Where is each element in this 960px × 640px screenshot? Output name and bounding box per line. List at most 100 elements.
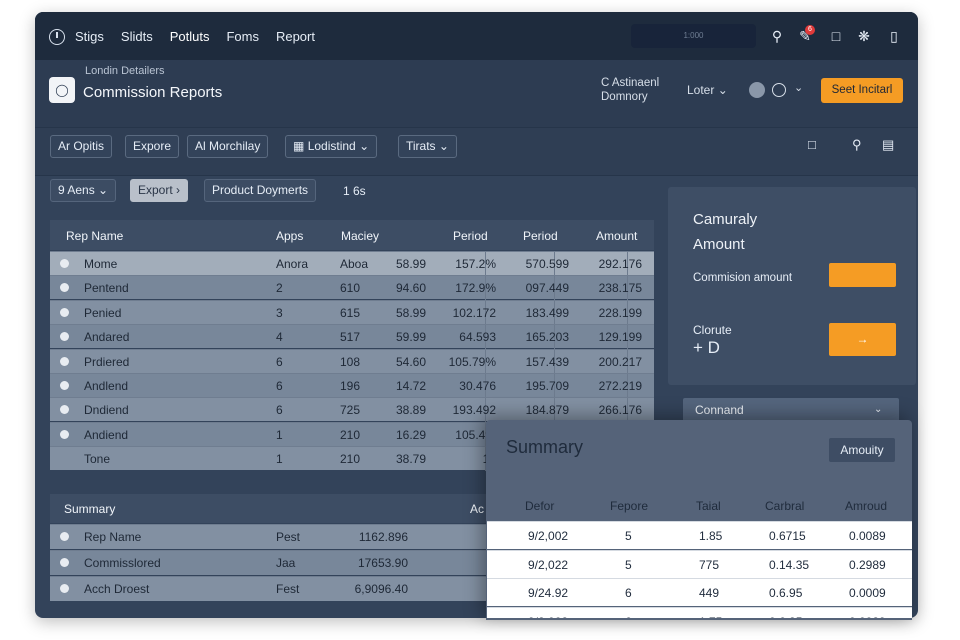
row-select-radio[interactable] bbox=[60, 283, 69, 293]
summary-row-value: 17653.90 bbox=[357, 556, 408, 570]
nav-item-stigs[interactable]: Stigs bbox=[75, 28, 104, 44]
cell-c2: 210 bbox=[340, 452, 361, 467]
row-select-radio[interactable] bbox=[60, 381, 69, 390]
result-count: 1 6s bbox=[343, 184, 366, 198]
clipboard-icon[interactable]: ▤ bbox=[882, 137, 895, 152]
overlay-table-row[interactable]: 9/24.92 6 449 0.6.95 0.0009 bbox=[487, 578, 912, 606]
summary-row[interactable]: Commisslored Jaa 17653.90 bbox=[50, 550, 486, 575]
summary-row[interactable]: Acch Droest Fest 6,9096.40 bbox=[50, 576, 486, 601]
assignee-label[interactable]: C Astinaenl Domnory bbox=[601, 76, 676, 104]
overlay-col-2[interactable]: Fepore bbox=[610, 499, 649, 513]
row-select-radio[interactable] bbox=[60, 307, 69, 317]
commission-amount-field[interactable] bbox=[829, 263, 896, 287]
grid-header: Rep Name Apps Maciey Period Period Amoun… bbox=[50, 220, 654, 250]
overlay-amount-button[interactable]: Amouity bbox=[829, 438, 895, 462]
row-select-radio[interactable] bbox=[60, 405, 69, 415]
radio-ring-icon[interactable] bbox=[772, 83, 786, 97]
table-row[interactable]: Pentend 2 610 94.60 172.9% 097.449 238.175 bbox=[50, 275, 654, 301]
row-select-radio[interactable] bbox=[60, 332, 69, 342]
table-row[interactable]: Dndiend 6 725 38.89 193.492 184.879 266.176 bbox=[50, 397, 654, 423]
card-title-line-2: Amount bbox=[693, 236, 745, 253]
comment-icon[interactable]: □ bbox=[808, 137, 816, 152]
top-search-input[interactable]: 1:000 bbox=[631, 24, 756, 48]
monthly-button[interactable]: Al Morchilay bbox=[187, 135, 269, 158]
col-period-2[interactable]: Period bbox=[523, 229, 558, 243]
overlay-col-3[interactable]: Taial bbox=[696, 499, 721, 513]
targets-dropdown[interactable]: Tirats ⌄ bbox=[398, 135, 457, 158]
row-select-radio[interactable] bbox=[60, 532, 69, 541]
summary-row[interactable]: Rep Name Pest 1162.896 bbox=[50, 524, 486, 549]
cell-c1: Anora bbox=[276, 257, 309, 271]
overlay-table-row[interactable]: 9/2,022 5 775 0.14.35 0.2989 bbox=[487, 549, 912, 578]
overlay-cell-c3: 1.75 bbox=[699, 615, 722, 619]
col-rep-name[interactable]: Rep Name bbox=[66, 229, 124, 243]
chevron-down-icon: ⌄ bbox=[98, 183, 109, 197]
calculate-button[interactable]: → bbox=[829, 323, 896, 356]
row-select-radio[interactable] bbox=[60, 356, 69, 366]
apps-dropdown[interactable]: 9 Aens ⌄ bbox=[50, 179, 117, 202]
cell-c4: 64.593 bbox=[459, 330, 496, 345]
overlay-table-row[interactable]: 9/2,002 6 1.75 0.6.85 0.0089 bbox=[487, 606, 912, 619]
cell-c6: 266.176 bbox=[598, 403, 642, 418]
chevron-down-icon[interactable]: ⌄ bbox=[874, 404, 883, 415]
col-maciey[interactable]: Maciey bbox=[341, 229, 380, 243]
nav-item-report[interactable]: Report bbox=[275, 28, 315, 44]
search-icon[interactable]: ⚲ bbox=[852, 137, 862, 152]
summary-row-name: Rep Name bbox=[84, 530, 142, 544]
primary-action-button[interactable]: Seet Incitarl bbox=[821, 78, 903, 103]
column-divider bbox=[554, 276, 555, 301]
col-amount[interactable]: Amount bbox=[596, 229, 638, 243]
row-select-radio[interactable] bbox=[60, 558, 69, 567]
cell-name: Pentend bbox=[84, 281, 129, 296]
status-dot[interactable] bbox=[749, 82, 765, 98]
export-button[interactable]: Expore bbox=[125, 135, 180, 158]
bell-icon[interactable]: ✎ bbox=[799, 28, 811, 44]
clock-logo-icon[interactable] bbox=[49, 29, 65, 45]
column-divider bbox=[627, 349, 628, 374]
overlay-col-4[interactable]: Carbral bbox=[765, 499, 805, 513]
cell-c4: 102.172 bbox=[452, 305, 496, 320]
overlay-cell-c3: 1.85 bbox=[699, 529, 723, 543]
product-documents-button[interactable]: Product Doymerts bbox=[204, 179, 317, 202]
export-filter-button[interactable]: Export › bbox=[130, 179, 189, 202]
chevron-down-icon[interactable]: ⌄ bbox=[794, 82, 804, 94]
app-icon: ◯ bbox=[49, 77, 75, 103]
overlay-cell-c5: 0.0089 bbox=[849, 615, 886, 619]
dashboard-dropdown[interactable]: ▦ Lodistind ⌄ bbox=[285, 135, 378, 158]
main-nav: Stigs Slidts Potluts Foms Report bbox=[75, 12, 332, 60]
settings-icon[interactable]: ❋ bbox=[858, 28, 870, 44]
chat-icon[interactable]: □ bbox=[831, 28, 841, 44]
table-row[interactable]: Penied 3 615 58.99 102.172 183.499 228.199 bbox=[50, 299, 654, 325]
table-row[interactable]: Andlend 6 196 14.72 30.476 195.709 272.219 bbox=[50, 373, 654, 398]
overlay-col-1[interactable]: Defor bbox=[525, 499, 555, 513]
nav-item-foms[interactable]: Foms bbox=[226, 28, 259, 44]
row-select-radio[interactable] bbox=[60, 429, 69, 439]
cell-c2: 108 bbox=[340, 354, 361, 369]
cell-name: Andiend bbox=[84, 427, 129, 442]
nav-item-slidts[interactable]: Slidts bbox=[120, 28, 153, 44]
table-row[interactable]: Prdiered 6 108 54.60 105.79% 157.439 200.217 bbox=[50, 348, 654, 374]
summary-header: Summary Ac bbox=[50, 494, 486, 523]
cell-c6: 200.217 bbox=[598, 354, 642, 369]
device-icon[interactable]: ▯ bbox=[890, 28, 898, 44]
cell-c1: 1 bbox=[276, 427, 283, 442]
overlay-cell-c4: 0.6715 bbox=[769, 529, 806, 543]
row-select-radio[interactable] bbox=[60, 584, 69, 593]
command-select[interactable]: Connand bbox=[683, 398, 899, 423]
nav-item-potluts[interactable]: Potluts bbox=[169, 28, 210, 44]
options-button[interactable]: Ar Opitis bbox=[50, 135, 113, 158]
summary-row-name: Acch Droest bbox=[84, 582, 150, 596]
overlay-table-row[interactable]: 9/2,002 5 1.85 0.6715 0.0089 bbox=[487, 521, 912, 549]
col-apps[interactable]: Apps bbox=[276, 229, 304, 243]
row-select-radio[interactable] bbox=[60, 259, 69, 268]
chevron-down-icon: ⌄ bbox=[359, 139, 370, 153]
cell-c6: 238.175 bbox=[598, 281, 642, 296]
overlay-col-5[interactable]: Amroud bbox=[845, 499, 888, 513]
later-dropdown[interactable]: Loter ⌄ bbox=[687, 83, 728, 97]
col-period-1[interactable]: Period bbox=[453, 229, 488, 243]
column-divider bbox=[627, 252, 628, 276]
table-row[interactable]: Andared 4 517 59.99 64.593 165.203 129.199 bbox=[50, 324, 654, 350]
cell-c3: 94.60 bbox=[395, 281, 426, 296]
table-row[interactable]: Mome Anora Aboa 58.99 157.2% 570.599 292.176 bbox=[50, 251, 654, 276]
search-icon[interactable]: ⚲ bbox=[771, 28, 783, 44]
